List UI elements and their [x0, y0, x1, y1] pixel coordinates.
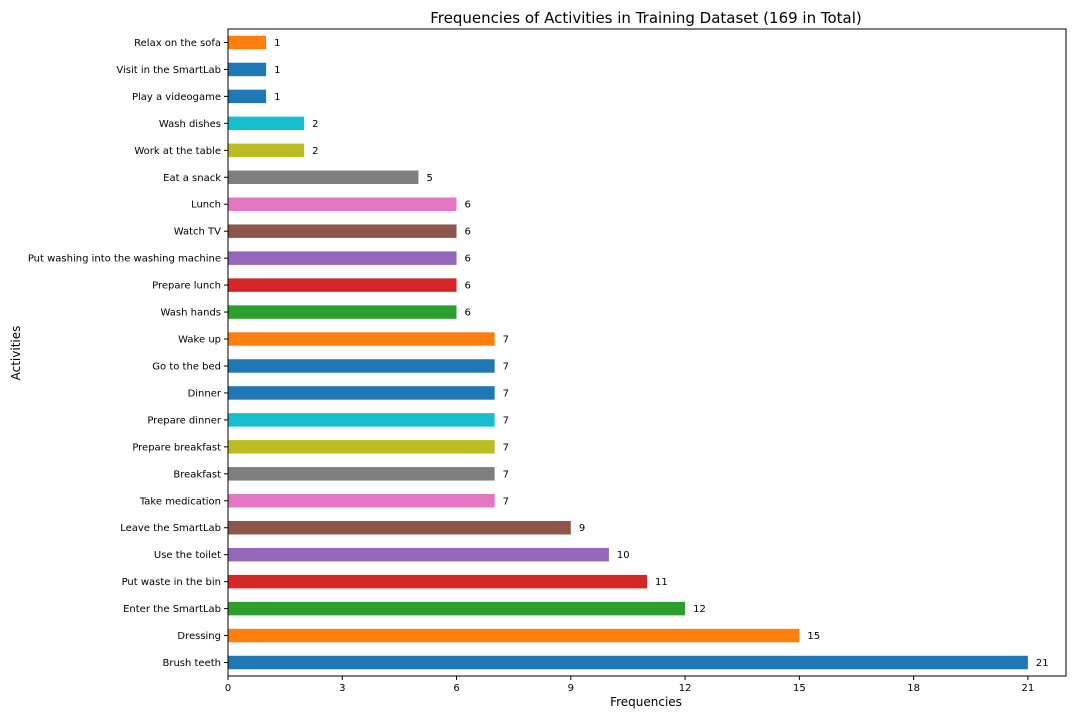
category-label: Wash dishes	[159, 119, 221, 130]
category-label: Put waste in the bin	[122, 577, 221, 588]
bar	[228, 197, 457, 211]
value-label: 7	[503, 415, 509, 426]
category-label: Breakfast	[173, 469, 221, 480]
value-label: 11	[655, 577, 668, 588]
value-label: 7	[503, 335, 509, 346]
x-tick-label: 3	[339, 683, 345, 694]
plot-frame	[227, 28, 1067, 677]
bar	[228, 520, 571, 535]
value-label: 7	[503, 361, 509, 372]
category-label: Play a videogame	[132, 92, 221, 103]
bar	[228, 574, 647, 589]
category-label: Take medication	[139, 496, 221, 507]
category-label: Eat a snack	[163, 173, 221, 184]
x-tick-label: 15	[793, 683, 806, 694]
category-label: Enter the SmartLab	[123, 604, 221, 615]
category-label: Put washing into the washing machine	[28, 254, 221, 265]
x-tick-label: 21	[1022, 683, 1035, 694]
value-label: 6	[465, 281, 471, 292]
bar	[228, 116, 305, 131]
x-tick-label: 12	[679, 683, 692, 694]
value-label: 6	[465, 200, 471, 211]
x-tick-label: 0	[225, 683, 231, 694]
value-label: 7	[503, 442, 509, 453]
category-label: Wake up	[178, 335, 221, 346]
bar	[228, 35, 267, 50]
value-label: 2	[312, 146, 318, 157]
category-label: Relax on the sofa	[134, 38, 221, 49]
value-label: 9	[579, 523, 585, 534]
category-label: Dinner	[188, 388, 222, 399]
x-tick-label: 9	[568, 683, 574, 694]
bar	[228, 494, 495, 508]
value-label: 7	[503, 496, 509, 507]
value-label: 1	[274, 92, 280, 103]
value-label: 15	[807, 631, 820, 642]
category-label: Prepare breakfast	[132, 442, 221, 453]
category-label: Use the toilet	[154, 550, 221, 561]
value-label: 7	[503, 388, 509, 399]
value-label: 2	[312, 119, 318, 130]
category-label: Watch TV	[174, 227, 221, 238]
bar	[228, 467, 495, 481]
value-label: 6	[465, 308, 471, 319]
x-axis-title: Frequencies	[610, 695, 682, 709]
category-label: Brush teeth	[162, 658, 221, 669]
bar	[228, 547, 609, 562]
bar	[228, 251, 457, 265]
value-label: 21	[1036, 658, 1049, 669]
category-labels: Brush teeth Dressing Enter the SmartLab Put…	[28, 38, 228, 669]
value-label: 5	[426, 173, 432, 184]
value-label: 12	[693, 604, 706, 615]
value-label: 6	[465, 227, 471, 238]
bar	[228, 628, 800, 643]
x-axis-ticks: 0 3 6 9 12 15 18 21	[225, 676, 1034, 694]
category-label: Work at the table	[134, 146, 221, 157]
bar	[228, 278, 457, 292]
category-label: Leave the SmartLab	[120, 523, 221, 534]
bar	[228, 601, 686, 616]
bar	[228, 224, 457, 238]
x-tick-label: 6	[453, 683, 459, 694]
bar	[228, 305, 457, 319]
bar	[228, 386, 495, 400]
bar	[228, 440, 495, 454]
category-label: Visit in the SmartLab	[116, 65, 221, 76]
value-label: 10	[617, 550, 630, 561]
category-label: Prepare dinner	[147, 415, 222, 426]
bar	[228, 332, 495, 346]
category-label: Dressing	[177, 631, 221, 642]
y-axis-title: Activities	[9, 326, 23, 381]
chart-title: Frequencies of Activities in Training Da…	[430, 9, 862, 27]
bar	[228, 413, 495, 427]
bar	[228, 62, 267, 77]
category-label: Lunch	[191, 200, 221, 211]
bars-group	[228, 35, 1028, 670]
x-tick-label: 18	[907, 683, 920, 694]
value-label: 7	[503, 469, 509, 480]
bar	[228, 170, 419, 185]
category-label: Go to the bed	[152, 361, 221, 372]
value-label: 6	[465, 254, 471, 265]
bar	[228, 89, 267, 104]
value-label: 1	[274, 65, 280, 76]
value-label: 1	[274, 38, 280, 49]
category-label: Prepare lunch	[152, 281, 221, 292]
bar	[228, 359, 495, 373]
category-label: Wash hands	[161, 308, 221, 319]
bar	[228, 143, 305, 158]
bar	[228, 655, 1028, 670]
